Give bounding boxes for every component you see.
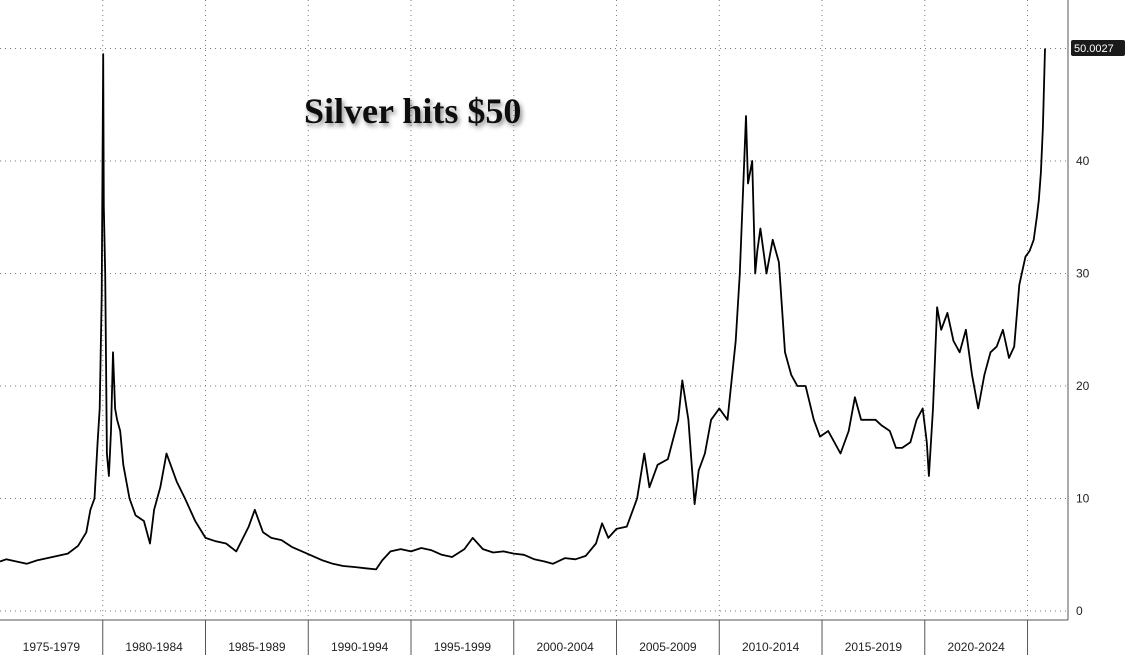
x-gridlines [102,0,1029,655]
y-tick-label: 40 [1076,154,1090,168]
y-tick-label: 30 [1076,267,1090,281]
x-tick-label: 1980-1984 [125,640,183,654]
y-tick-label: 10 [1076,492,1090,506]
x-tick-label: 2000-2004 [536,640,594,654]
y-gridlines [0,48,1068,612]
x-tick-label: 2020-2024 [947,640,1005,654]
last-value-marker: 50.0027 [1071,40,1125,56]
series-line-silver [0,48,1046,571]
last-value-label: 50.0027 [1074,43,1114,55]
y-tick-label: 0 [1076,604,1083,618]
x-tick-label: 2015-2019 [845,640,903,654]
x-tick-label: 1995-1999 [434,640,492,654]
x-tick-label: 1990-1994 [331,640,389,654]
x-tick-labels: 1975-1979 1980-1984 1985-1989 1990-1994 1995… [23,640,1005,654]
chart-title: Silver hits $50 [304,91,521,131]
x-tick-label: 1975-1979 [23,640,81,654]
y-tick-label: 20 [1076,379,1090,393]
x-tick-label: 2005-2009 [639,640,697,654]
y-tick-labels: 0 10 20 30 40 [1076,154,1090,618]
last-value-badge [1071,40,1125,56]
x-tick-label: 2010-2014 [742,640,800,654]
x-tick-label: 1985-1989 [228,640,286,654]
